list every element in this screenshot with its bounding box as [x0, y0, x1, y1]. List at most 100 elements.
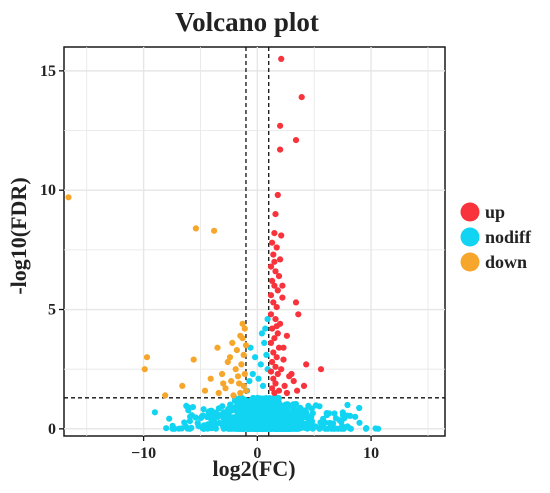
nodiff-point [258, 330, 265, 337]
data-points [65, 55, 382, 432]
nodiff-point [209, 416, 216, 423]
nodiff-point [253, 408, 260, 415]
up-point [272, 363, 279, 370]
x-axis-ticks: −10 0 10 [131, 436, 379, 462]
up-point [294, 387, 301, 394]
down-point [201, 387, 209, 394]
up-point [273, 244, 280, 251]
up-point [317, 366, 325, 373]
down-point [236, 380, 243, 387]
up-point [270, 375, 277, 382]
nodiff-point [249, 370, 256, 378]
down-point [179, 382, 186, 389]
up-point [270, 299, 277, 306]
nodiff-point [264, 316, 271, 323]
down-point [240, 382, 247, 389]
down-point [214, 344, 221, 351]
up-point [273, 323, 280, 330]
nodiff-point [220, 409, 227, 416]
nodiff-point [198, 413, 205, 420]
nodiff-point [208, 407, 215, 414]
x-tick-label: 0 [253, 445, 261, 462]
nodiff-point [327, 420, 334, 427]
nodiff-point [259, 419, 266, 426]
nodiff-point [212, 425, 219, 432]
nodiff-point [356, 419, 363, 426]
up-point [267, 292, 275, 299]
nodiff-point [307, 417, 314, 424]
up-point [271, 389, 278, 397]
nodiff-point [279, 424, 286, 431]
up-point [283, 389, 290, 397]
up-point [283, 332, 290, 339]
nodiff-point [200, 406, 207, 413]
up-point [271, 335, 278, 342]
up-point [267, 368, 275, 375]
nodiff-point [250, 414, 257, 421]
down-legend-label: down [485, 252, 527, 272]
up-point [271, 282, 278, 289]
nodiff-point [249, 420, 256, 427]
up-point [280, 344, 287, 351]
nodiff-point [285, 422, 292, 429]
nodiff-point [295, 425, 302, 432]
nodiff-point [292, 419, 299, 426]
nodiff-point [213, 420, 220, 427]
nodiff-point [238, 395, 246, 402]
nodiff-point [255, 375, 262, 382]
up-point [269, 325, 276, 332]
up-point [292, 299, 300, 306]
x-tick-label: 10 [363, 445, 379, 462]
down-point [228, 378, 235, 385]
nodiff-point [186, 418, 193, 425]
up-point [272, 268, 279, 275]
up-point [274, 330, 281, 337]
up-legend-marker [460, 202, 480, 222]
up-point [277, 146, 284, 153]
nodiff-point [215, 411, 222, 418]
y-axis-label: -log10(FDR) [6, 177, 31, 294]
nodiff-point [184, 404, 191, 411]
up-point [275, 273, 283, 280]
nodiff-point [252, 354, 259, 361]
nodiff-point [233, 415, 240, 422]
nodiff-point [363, 425, 370, 432]
nodiff-point [352, 413, 359, 420]
up-point [292, 137, 300, 144]
up-point [273, 304, 280, 311]
up-point [290, 378, 297, 385]
nodiff-point [344, 401, 351, 409]
nodiff-point [260, 411, 267, 418]
x-axis-label: log2(FC) [212, 456, 295, 481]
y-tick-label: 10 [40, 182, 56, 199]
nodiff-point [272, 405, 279, 412]
nodiff-point [292, 408, 299, 415]
up-point [288, 370, 295, 378]
nodiff-point [163, 425, 170, 432]
nodiff-point [281, 416, 288, 423]
nodiff-point [219, 423, 227, 430]
up-point [269, 385, 276, 392]
nodiff-point [301, 424, 308, 431]
nodiff-point [236, 421, 244, 428]
nodiff-point [188, 412, 195, 419]
nodiff-point [356, 404, 363, 412]
up-point [275, 344, 283, 351]
x-tick-label: −10 [131, 445, 156, 462]
up-point [270, 349, 277, 356]
down-point [219, 370, 226, 378]
down-point [143, 354, 151, 361]
up-point [277, 256, 284, 263]
nodiff-point [262, 325, 269, 332]
up-point [274, 191, 281, 199]
up-point [303, 361, 310, 368]
y-tick-label: 5 [48, 302, 56, 319]
up-point [280, 356, 287, 363]
down-point [240, 351, 247, 358]
nodiff-point [166, 415, 173, 422]
nodiff-point [278, 410, 285, 417]
down-point [215, 389, 222, 397]
nodiff-point [263, 425, 270, 432]
down-point [65, 194, 72, 201]
nodiff-point [151, 409, 158, 416]
